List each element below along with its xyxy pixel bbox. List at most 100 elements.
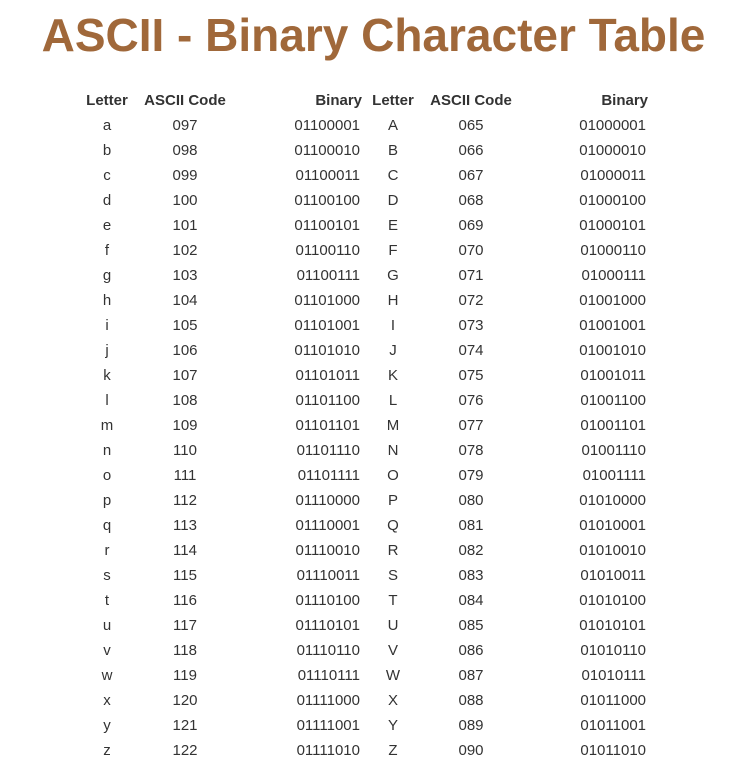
uppercase-binary-cell: 01010001 — [579, 517, 646, 534]
uppercase-letter-cell: N — [387, 442, 399, 459]
uppercase-binary-cell: 01000111 — [581, 267, 646, 284]
table-row: q 113 01110001 Q 081 01010001 — [76, 513, 648, 538]
lowercase-binary-cell: 01110000 — [295, 492, 360, 509]
lowercase-binary-cell: 01111001 — [296, 717, 360, 734]
uppercase-ascii-code-cell: 068 — [458, 192, 484, 209]
lowercase-binary-cell: 01101101 — [295, 417, 360, 434]
lowercase-binary-cell: 01111010 — [296, 742, 360, 759]
uppercase-letter-cell: U — [387, 617, 399, 634]
uppercase-letter-cell: O — [387, 467, 399, 484]
lowercase-letter-cell: e — [102, 217, 112, 234]
lowercase-letter-cell: w — [101, 667, 113, 684]
uppercase-binary-cell: 01010000 — [579, 492, 646, 509]
lowercase-letter-cell: l — [105, 392, 109, 409]
lowercase-letter-cell: g — [102, 267, 112, 284]
uppercase-letter-cell: T — [388, 592, 398, 609]
lowercase-binary-cell: 01110101 — [295, 617, 360, 634]
table-row: c 099 01100011 C 067 01000011 — [76, 163, 648, 188]
table-row: f 102 01100110 F 070 01000110 — [76, 238, 648, 263]
lowercase-letter-cell: r — [104, 542, 110, 559]
lowercase-binary-cell: 01110110 — [296, 642, 360, 659]
uppercase-ascii-code-cell: 077 — [458, 417, 484, 434]
lowercase-binary-cell: 01101000 — [294, 292, 360, 309]
uppercase-letter-cell: J — [389, 342, 397, 359]
uppercase-binary-cell: 01000010 — [579, 142, 646, 159]
uppercase-binary-cell: 01010111 — [581, 667, 646, 684]
uppercase-binary-cell: 01000001 — [579, 117, 646, 134]
table-row: x 120 01111000 X 088 01011000 — [76, 688, 648, 713]
lowercase-binary-cell: 01100101 — [294, 217, 360, 234]
uppercase-letter-cell: R — [387, 542, 399, 559]
uppercase-binary-cell: 01001000 — [579, 292, 646, 309]
lowercase-ascii-code-cell: 100 — [172, 192, 198, 209]
uppercase-ascii-code-cell: 074 — [458, 342, 484, 359]
table-row: t 116 01110100 T 084 01010100 — [76, 588, 648, 613]
uppercase-binary-cell: 01001011 — [580, 367, 646, 384]
lowercase-binary-cell: 01100001 — [294, 117, 360, 134]
uppercase-binary-cell: 01001001 — [579, 317, 646, 334]
uppercase-ascii-code-cell: 071 — [458, 267, 484, 284]
table-header-row: Letter ASCII Code Binary Letter ASCII Co… — [76, 88, 648, 113]
table-row: s 115 01110011 S 083 01010011 — [76, 563, 648, 588]
uppercase-ascii-code-cell: 088 — [458, 692, 484, 709]
lowercase-ascii-code-cell: 109 — [172, 417, 198, 434]
uppercase-ascii-code-cell: 069 — [458, 217, 484, 234]
lowercase-ascii-code-cell: 114 — [173, 542, 197, 559]
uppercase-letter-cell: P — [387, 492, 398, 509]
lowercase-ascii-code-cell: 103 — [172, 267, 198, 284]
uppercase-letter-cell: Y — [387, 717, 398, 734]
uppercase-ascii-code-cell: 089 — [458, 717, 484, 734]
uppercase-binary-cell: 01000101 — [579, 217, 646, 234]
uppercase-ascii-code-cell: 080 — [458, 492, 484, 509]
ascii-binary-table: Letter ASCII Code Binary Letter ASCII Co… — [76, 88, 648, 763]
uppercase-binary-cell: 01011000 — [580, 692, 646, 709]
lowercase-letter-cell: h — [102, 292, 112, 309]
uppercase-ascii-code-cell: 066 — [458, 142, 484, 159]
uppercase-binary-cell: 01001110 — [581, 442, 646, 459]
header-letter: Letter — [372, 92, 414, 109]
table-row: a 097 01100001 A 065 01000001 — [76, 113, 648, 138]
uppercase-letter-cell: Z — [388, 742, 398, 759]
lowercase-letter-cell: y — [103, 717, 111, 734]
lowercase-binary-cell: 01100011 — [295, 167, 360, 184]
table-row: b 098 01100010 B 066 01000010 — [76, 138, 648, 163]
uppercase-ascii-code-cell: 076 — [458, 392, 484, 409]
uppercase-ascii-code-cell: 073 — [458, 317, 484, 334]
lowercase-binary-cell: 01101011 — [295, 367, 360, 384]
lowercase-ascii-code-cell: 111 — [173, 467, 197, 484]
lowercase-letter-cell: n — [102, 442, 112, 459]
table-body: a 097 01100001 A 065 01000001 b 098 01100010 B 066… — [76, 113, 648, 763]
table-row: h 104 01101000 H 072 01001000 — [76, 288, 648, 313]
lowercase-ascii-code-cell: 101 — [172, 217, 198, 234]
lowercase-ascii-code-cell: 112 — [173, 492, 197, 509]
lowercase-ascii-code-cell: 099 — [172, 167, 198, 184]
uppercase-ascii-code-cell: 065 — [458, 117, 484, 134]
uppercase-ascii-code-cell: 075 — [458, 367, 484, 384]
header-binary: Binary — [315, 92, 362, 109]
uppercase-binary-cell: 01001101 — [580, 417, 646, 434]
lowercase-binary-cell: 01110011 — [296, 567, 360, 584]
lowercase-ascii-code-cell: 117 — [173, 617, 197, 634]
lowercase-ascii-code-cell: 119 — [173, 667, 197, 684]
lowercase-letter-cell: d — [102, 192, 112, 209]
table-row: k 107 01101011 K 075 01001011 — [76, 363, 648, 388]
lowercase-letter-cell: c — [103, 167, 111, 184]
uppercase-ascii-code-cell: 087 — [458, 667, 484, 684]
uppercase-binary-cell: 01001100 — [580, 392, 646, 409]
uppercase-letter-cell: G — [387, 267, 399, 284]
lowercase-binary-cell: 01100010 — [294, 142, 360, 159]
lowercase-letter-cell: z — [103, 742, 111, 759]
lowercase-binary-cell: 01100111 — [296, 267, 360, 284]
table-row: i 105 01101001 I 073 01001001 — [76, 313, 648, 338]
uppercase-ascii-code-cell: 081 — [458, 517, 484, 534]
lowercase-ascii-code-cell: 116 — [173, 592, 197, 609]
uppercase-ascii-code-cell: 070 — [458, 242, 484, 259]
uppercase-letter-cell: A — [387, 117, 398, 134]
lowercase-ascii-code-cell: 108 — [172, 392, 198, 409]
uppercase-ascii-code-cell: 086 — [458, 642, 484, 659]
uppercase-binary-cell: 01010100 — [579, 592, 646, 609]
uppercase-ascii-code-cell: 084 — [458, 592, 484, 609]
uppercase-letter-cell: M — [386, 417, 400, 434]
uppercase-letter-cell: F — [388, 242, 398, 259]
lowercase-letter-cell: m — [100, 417, 114, 434]
